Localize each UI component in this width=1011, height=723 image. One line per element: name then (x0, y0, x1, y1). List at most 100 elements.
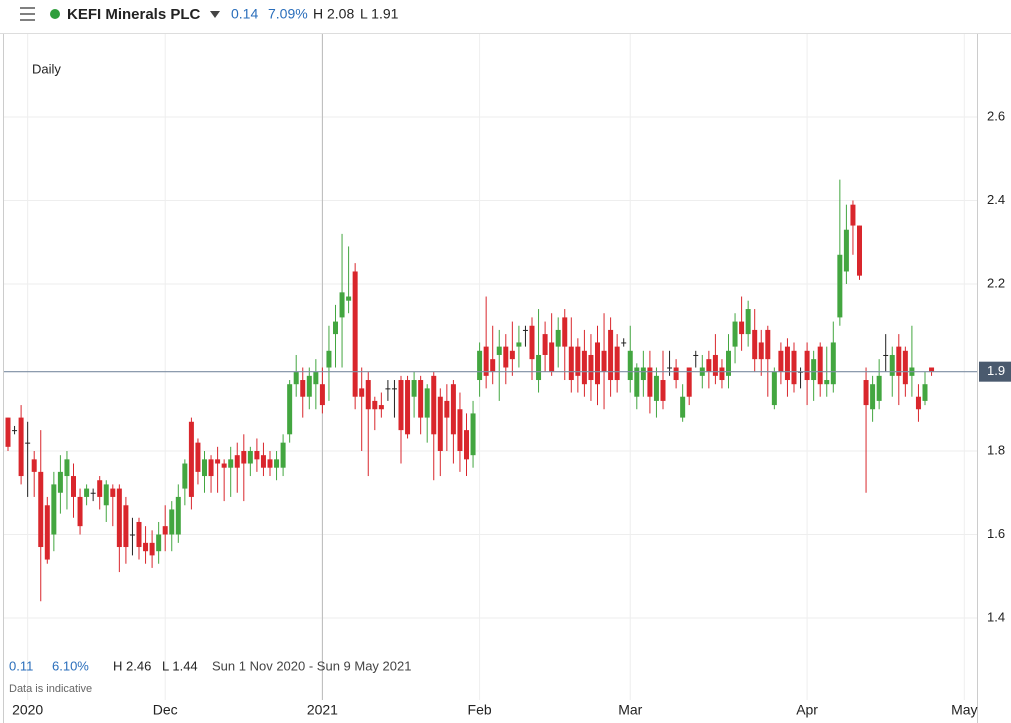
candle-body (143, 542, 149, 552)
candle-body (830, 342, 836, 385)
candle-body (182, 463, 188, 489)
candle-body (431, 375, 437, 435)
candle-body (346, 296, 352, 301)
candle-body (215, 459, 221, 464)
candle-body (876, 375, 882, 401)
candle-body (575, 346, 581, 376)
period-change: 0.11 (9, 658, 33, 673)
candle-body (175, 496, 181, 535)
candle-body (313, 371, 319, 385)
x-tick-label: Dec (153, 702, 178, 718)
period-range: Sun 1 Nov 2020 - Sun 9 May 2021 (212, 658, 411, 673)
candle-body (784, 346, 790, 381)
x-tick-label: 2020 (12, 702, 43, 718)
candle-body (77, 496, 83, 527)
candle-body (18, 417, 24, 477)
candle-body (680, 396, 686, 418)
candle-body (647, 367, 653, 397)
y-tick-label: 2.2 (987, 275, 1005, 290)
candle-body (503, 346, 509, 368)
candle-body (464, 430, 469, 460)
candle-body (202, 459, 207, 477)
candle-body (634, 367, 640, 397)
candle-body (129, 534, 135, 536)
candle-body (614, 346, 620, 381)
candle-body (116, 488, 122, 548)
candle-body (188, 421, 194, 497)
candle-body (90, 492, 96, 494)
candle-body (372, 400, 378, 410)
candle-body (732, 321, 738, 347)
candle-body (588, 354, 594, 381)
candle-body (529, 325, 535, 360)
candle-body (280, 442, 286, 468)
candle-body (542, 334, 548, 355)
candle-body (608, 329, 614, 381)
x-tick-label: Mar (618, 702, 642, 718)
candle-body (208, 459, 214, 477)
candle-body (686, 367, 692, 397)
candle-body (922, 384, 928, 401)
candle-body (483, 346, 489, 376)
candle-body (437, 396, 443, 451)
period-high: H 2.46 (113, 658, 151, 673)
candle-body (857, 225, 862, 276)
candle-body (326, 350, 332, 368)
candle-body (306, 375, 312, 397)
candle-body (902, 350, 908, 385)
candle-body (247, 451, 253, 464)
candle-body (595, 342, 600, 385)
candle-body (5, 417, 11, 447)
candle-body (378, 405, 384, 410)
candle-body (752, 329, 758, 360)
instrument-name[interactable]: KEFI Minerals PLC (67, 6, 201, 23)
candle-body (287, 384, 293, 435)
candle-body (385, 388, 391, 390)
candle-body (84, 488, 90, 497)
candle-body (843, 229, 849, 272)
candle-body (169, 509, 175, 535)
candle-body (929, 367, 935, 372)
candle-body (778, 350, 784, 372)
candle-body (51, 484, 57, 535)
y-tick-label: 1.8 (987, 442, 1005, 457)
candle-body (228, 459, 234, 468)
candle-body (333, 321, 338, 335)
candle-body (712, 354, 718, 376)
candle-body (359, 388, 365, 397)
candle-body (883, 354, 889, 356)
candle-body (837, 254, 843, 318)
dropdown-arrow[interactable] (210, 11, 220, 18)
candle-body (915, 396, 921, 410)
candle-body (405, 380, 411, 435)
candle-body (706, 359, 712, 372)
candle-body (889, 354, 895, 376)
x-tick-label: Apr (796, 702, 818, 718)
candle-body (555, 329, 561, 347)
candle-body (496, 346, 502, 355)
day-high: H 2.08 (313, 6, 354, 22)
change-pct: 7.09% (268, 6, 308, 22)
candle-body (660, 380, 666, 401)
candle-body (870, 384, 876, 410)
last-price-box (979, 361, 1011, 382)
candle-body (12, 430, 18, 432)
candle-body (758, 342, 764, 360)
candle-body (162, 526, 168, 535)
candle-body (562, 317, 568, 347)
candle-body (726, 350, 731, 376)
candle-body (234, 455, 240, 468)
candle-body (896, 346, 902, 376)
candle-body (745, 309, 751, 335)
candle-body (640, 367, 646, 381)
period-low: L 1.44 (162, 658, 198, 673)
candle-body (719, 367, 725, 381)
candle-body (477, 350, 483, 381)
candle-body (457, 409, 463, 451)
candle-body (97, 480, 103, 497)
candle-body (398, 380, 404, 431)
candle-body (470, 413, 476, 456)
y-tick-label: 1.6 (987, 526, 1005, 541)
menu-icon[interactable] (20, 7, 35, 21)
candle-body (450, 384, 456, 435)
